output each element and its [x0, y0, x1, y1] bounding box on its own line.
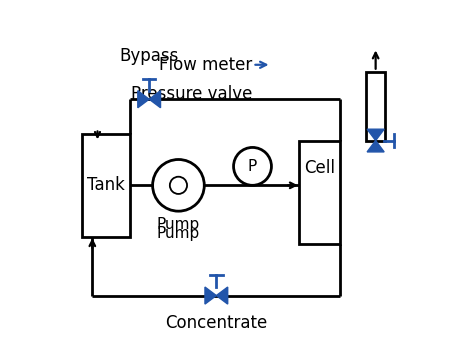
Circle shape [234, 147, 272, 186]
Text: Bypass: Bypass [119, 47, 179, 65]
Text: Pressure valve: Pressure valve [131, 85, 253, 103]
Circle shape [170, 177, 187, 194]
Text: Concentrate: Concentrate [165, 314, 267, 332]
Polygon shape [367, 141, 384, 152]
Polygon shape [138, 91, 149, 108]
Polygon shape [216, 287, 228, 304]
Polygon shape [149, 91, 161, 108]
Text: Flow meter: Flow meter [159, 56, 253, 74]
Bar [366, 72, 385, 141]
Bar [82, 134, 130, 237]
Text: P: P [248, 159, 257, 174]
Polygon shape [367, 129, 384, 141]
Bar [299, 141, 340, 244]
Text: Cell: Cell [304, 160, 335, 177]
Circle shape [153, 160, 204, 211]
Text: Pump: Pump [157, 226, 200, 241]
Polygon shape [205, 287, 216, 304]
Text: Tank: Tank [87, 176, 125, 194]
Text: Pump: Pump [157, 217, 200, 232]
